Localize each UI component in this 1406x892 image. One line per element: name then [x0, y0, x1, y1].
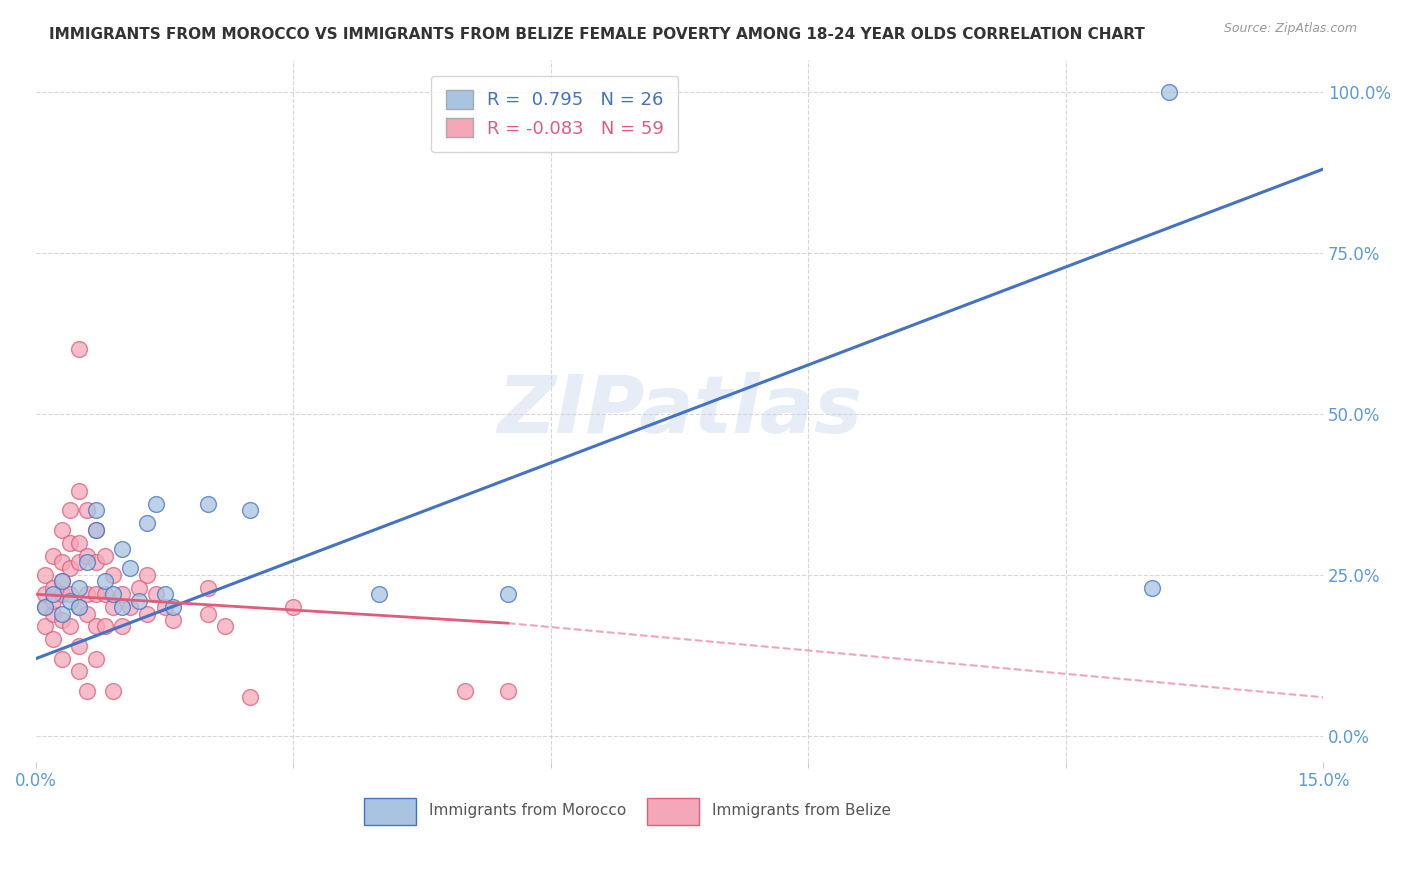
Point [197, 497, 219, 511]
Point [34, 619, 56, 633]
Point [34, 600, 56, 615]
Point [42, 607, 65, 621]
Point [162, 600, 184, 615]
Point [283, 600, 305, 615]
Point [111, 600, 134, 615]
Point [67, 535, 90, 549]
Point [101, 600, 124, 615]
Point [145, 497, 167, 511]
Point [84, 523, 107, 537]
Point [59, 535, 82, 549]
Point [239, 690, 262, 705]
Point [136, 567, 159, 582]
Point [42, 587, 65, 601]
Point [93, 619, 115, 633]
Text: ZIPatlas: ZIPatlas [498, 372, 862, 450]
Point [67, 484, 90, 499]
Point [51, 574, 73, 589]
Text: IMMIGRANTS FROM MOROCCO VS IMMIGRANTS FROM BELIZE FEMALE POVERTY AMONG 18-24 YEA: IMMIGRANTS FROM MOROCCO VS IMMIGRANTS FR… [49, 27, 1144, 42]
Point [101, 587, 124, 601]
Point [59, 561, 82, 575]
Point [67, 665, 90, 679]
Text: Immigrants from Morocco: Immigrants from Morocco [429, 804, 626, 818]
Point [162, 613, 184, 627]
Point [67, 343, 90, 357]
Point [42, 632, 65, 647]
Point [76, 587, 98, 601]
Point [128, 581, 150, 595]
Point [496, 683, 519, 698]
Point [67, 581, 90, 595]
Point [76, 607, 98, 621]
Point [42, 593, 65, 607]
Point [239, 503, 262, 517]
Point [214, 619, 236, 633]
Point [51, 523, 73, 537]
Point [136, 607, 159, 621]
Point [34, 567, 56, 582]
Point [84, 503, 107, 517]
Point [67, 600, 90, 615]
Point [59, 503, 82, 517]
Point [76, 549, 98, 563]
Point [111, 619, 134, 633]
Point [93, 587, 115, 601]
Point [496, 587, 519, 601]
Point [111, 587, 134, 601]
Text: Source: ZipAtlas.com: Source: ZipAtlas.com [1223, 22, 1357, 36]
Point [120, 561, 142, 575]
Point [153, 600, 176, 615]
Point [136, 516, 159, 531]
Point [153, 587, 176, 601]
Point [59, 593, 82, 607]
Point [76, 503, 98, 517]
Point [128, 593, 150, 607]
Point [111, 542, 134, 557]
Point [101, 567, 124, 582]
Point [59, 619, 82, 633]
Point [1140, 581, 1163, 595]
FancyBboxPatch shape [647, 798, 699, 825]
Point [51, 574, 73, 589]
Text: Immigrants from Belize: Immigrants from Belize [711, 804, 891, 818]
Point [76, 683, 98, 698]
Point [84, 651, 107, 665]
Point [34, 600, 56, 615]
Point [101, 683, 124, 698]
Point [51, 555, 73, 569]
Point [84, 523, 107, 537]
Point [76, 555, 98, 569]
Point [84, 619, 107, 633]
Point [34, 587, 56, 601]
Point [84, 555, 107, 569]
Point [42, 581, 65, 595]
Point [197, 581, 219, 595]
Point [368, 587, 391, 601]
Point [84, 587, 107, 601]
Point [93, 549, 115, 563]
Point [51, 613, 73, 627]
FancyBboxPatch shape [364, 798, 416, 825]
Point [120, 600, 142, 615]
Point [1157, 85, 1180, 99]
Point [51, 587, 73, 601]
Point [197, 607, 219, 621]
Point [67, 639, 90, 653]
Point [51, 607, 73, 621]
Point [454, 683, 477, 698]
Point [51, 651, 73, 665]
Point [93, 574, 115, 589]
Point [67, 555, 90, 569]
Point [67, 600, 90, 615]
Point [145, 587, 167, 601]
Point [59, 587, 82, 601]
Point [42, 549, 65, 563]
Legend: R =  0.795   N = 26, R = -0.083   N = 59: R = 0.795 N = 26, R = -0.083 N = 59 [432, 76, 679, 153]
